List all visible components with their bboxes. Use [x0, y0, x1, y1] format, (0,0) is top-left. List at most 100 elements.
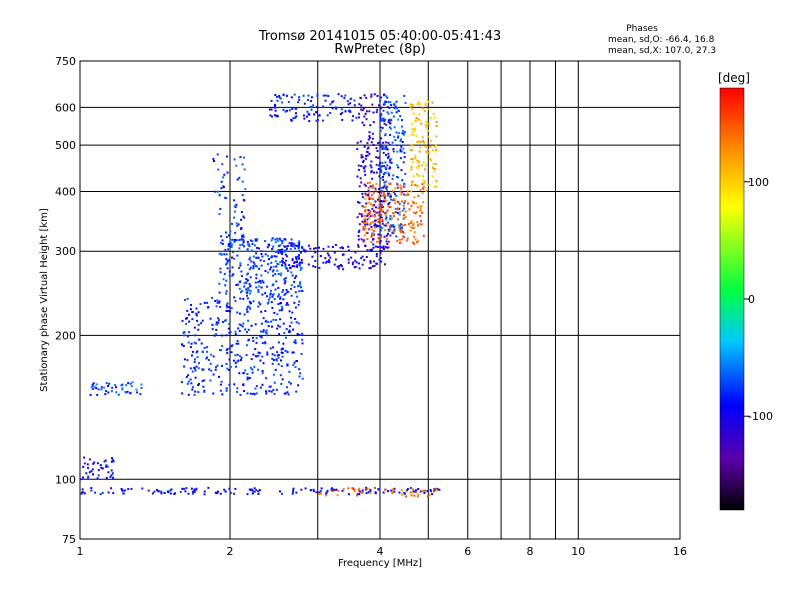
scatter-point — [411, 128, 414, 131]
scatter-point — [309, 247, 312, 250]
scatter-point — [87, 466, 89, 469]
scatter-point — [212, 373, 215, 376]
scatter-point — [414, 119, 416, 122]
scatter-point — [399, 190, 402, 193]
scatter-point — [281, 351, 284, 354]
scatter-point — [281, 248, 284, 251]
scatter-point — [280, 382, 283, 385]
scatter-point — [432, 162, 435, 165]
scatter-point — [274, 288, 277, 291]
scatter-point — [395, 131, 398, 134]
scatter-point — [238, 267, 241, 269]
scatter-point — [290, 96, 293, 99]
scatter-point — [355, 261, 358, 264]
scatter-point — [266, 353, 269, 356]
scatter-point — [380, 192, 382, 195]
scatter-point — [140, 386, 143, 389]
scatter-point — [185, 317, 188, 320]
scatter-point — [388, 224, 391, 227]
scatter-point — [225, 236, 228, 238]
scatter-point — [407, 223, 410, 225]
scatter-point — [417, 161, 420, 164]
scatter-point — [245, 331, 248, 334]
scatter-point — [383, 235, 386, 238]
scatter-point — [375, 182, 378, 185]
scatter-point — [242, 383, 245, 386]
scatter-point — [255, 337, 258, 340]
scatter-point — [424, 102, 427, 105]
y-tick-label-400: 400 — [55, 185, 76, 198]
scatter-point — [246, 376, 249, 379]
scatter-point — [397, 118, 400, 121]
scatter-point — [240, 211, 243, 213]
scatter-point — [190, 304, 192, 306]
scatter-point — [415, 166, 418, 169]
scatter-point — [296, 255, 299, 258]
scatter-point — [110, 390, 113, 393]
scatter-point — [368, 210, 371, 213]
scatter-point — [358, 201, 361, 204]
scatter-point — [301, 247, 304, 249]
scatter-point — [294, 339, 297, 342]
scatter-point — [278, 95, 281, 97]
scatter-point — [394, 202, 397, 205]
scatter-point — [427, 135, 430, 138]
scatter-point — [135, 388, 138, 391]
scatter-point — [347, 110, 350, 113]
scatter-point — [404, 200, 407, 203]
scatter-point — [106, 465, 109, 468]
scatter-point — [333, 263, 336, 266]
scatter-point — [276, 269, 279, 272]
scatter-point — [290, 242, 293, 245]
scatter-point — [125, 384, 128, 387]
scatter-point — [351, 263, 354, 266]
scatter-point — [368, 228, 371, 230]
scatter-point — [104, 393, 107, 396]
scatter-point — [379, 226, 382, 229]
y-tick-label-600: 600 — [55, 101, 76, 114]
scatter-point — [409, 491, 412, 494]
scatter-point — [379, 215, 382, 218]
scatter-point — [416, 206, 419, 209]
scatter-point — [387, 205, 390, 208]
scatter-point — [418, 222, 421, 225]
scatter-point — [291, 259, 294, 262]
scatter-point — [391, 141, 394, 144]
scatter-point — [377, 225, 380, 227]
scatter-point — [361, 109, 364, 112]
scatter-point — [129, 391, 132, 394]
scatter-point — [380, 171, 383, 173]
scatter-point — [430, 490, 433, 493]
scatter-point — [105, 465, 108, 468]
scatter-point — [397, 166, 400, 169]
scatter-point — [300, 488, 303, 491]
scatter-point — [249, 239, 252, 242]
scatter-point — [283, 331, 286, 334]
scatter-point — [267, 298, 270, 301]
scatter-point — [191, 350, 194, 353]
scatter-point — [255, 341, 258, 344]
scatter-point — [110, 474, 113, 477]
scatter-points — [79, 93, 441, 498]
scatter-point — [250, 324, 253, 327]
scatter-point — [357, 245, 360, 248]
scatter-point — [259, 359, 262, 362]
scatter-point — [270, 261, 273, 264]
scatter-point — [255, 355, 258, 358]
scatter-point — [97, 474, 100, 477]
scatter-point — [431, 149, 434, 152]
scatter-point — [387, 112, 390, 115]
scatter-point — [215, 366, 217, 369]
scatter-point — [413, 128, 416, 131]
scatter-point — [425, 150, 428, 153]
scatter-point — [365, 202, 368, 205]
scatter-point — [379, 245, 382, 248]
scatter-point — [223, 173, 226, 176]
scatter-point — [253, 263, 256, 266]
scatter-point — [406, 488, 409, 491]
scatter-point — [262, 362, 265, 365]
scatter-point — [170, 488, 173, 491]
scatter-point — [397, 201, 400, 204]
scatter-point — [160, 492, 163, 495]
